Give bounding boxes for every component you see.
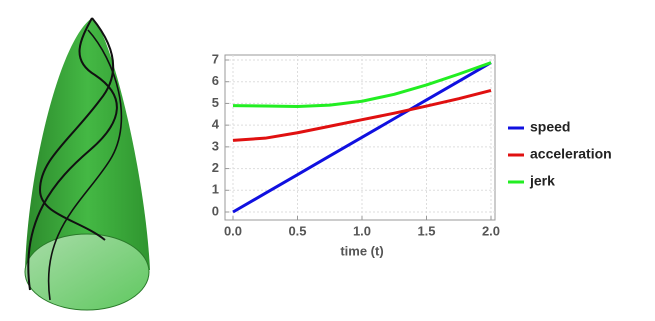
cone-illustration <box>24 17 150 311</box>
y-tick-label: 0 <box>212 203 219 218</box>
series-line <box>232 61 492 214</box>
x-tick-label: 1.0 <box>353 223 371 238</box>
y-tick-label: 1 <box>212 182 219 197</box>
series-line <box>232 61 492 108</box>
legend-label: jerk <box>529 173 555 189</box>
x-tick-label: 1.5 <box>417 223 435 238</box>
y-tick-label: 2 <box>212 160 219 175</box>
y-tick-label: 4 <box>212 117 220 132</box>
series-line <box>232 88 492 142</box>
legend-label: speed <box>530 119 570 135</box>
y-tick-label: 5 <box>212 95 219 110</box>
y-tick-label: 7 <box>212 51 219 66</box>
plot-frame <box>224 54 496 221</box>
legend-label: acceleration <box>530 146 612 162</box>
x-tick-label: 0.5 <box>288 223 306 238</box>
y-tick-label: 6 <box>212 73 219 88</box>
x-tick-label: 0.0 <box>224 223 242 238</box>
x-axis-label: time (t) <box>340 243 383 258</box>
x-tick-label: 2.0 <box>482 223 500 238</box>
y-tick-label: 3 <box>212 138 219 153</box>
